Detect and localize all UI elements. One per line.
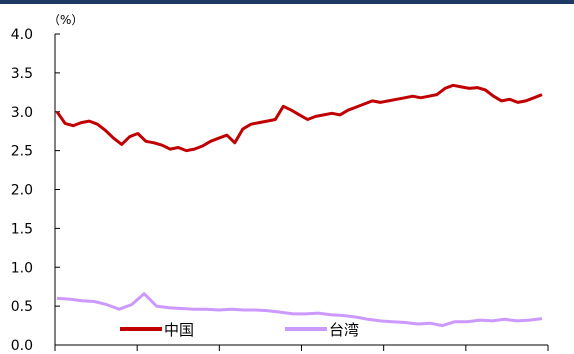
y-tick-label: 0.5 <box>11 299 33 315</box>
series-line-0 <box>55 83 543 153</box>
y-tick-label: 2.0 <box>11 183 33 199</box>
series-line-1 <box>56 292 543 328</box>
y-tick-label: 4.0 <box>11 27 33 43</box>
y-unit-label: （%） <box>48 13 83 27</box>
y-tick-label: 3.5 <box>11 66 33 82</box>
series-layer <box>55 83 543 328</box>
legend-label-1: 台湾 <box>329 321 359 339</box>
x-axis <box>54 344 549 351</box>
y-tick-label: 2.5 <box>11 144 33 160</box>
y-tick-label: 1.5 <box>11 221 33 237</box>
legend-label-0: 中国 <box>164 321 194 339</box>
y-tick-label: 0.0 <box>11 338 33 354</box>
y-axis: 0.0 0.5 1.0 1.5 2.0 2.5 3.0 3.5 4.0 <box>11 27 60 354</box>
y-tick-label: 1.0 <box>11 260 33 276</box>
top-banner-strip <box>0 0 574 4</box>
legend: 中国 台湾 <box>120 321 359 339</box>
y-tick-label: 3.0 <box>11 105 33 121</box>
